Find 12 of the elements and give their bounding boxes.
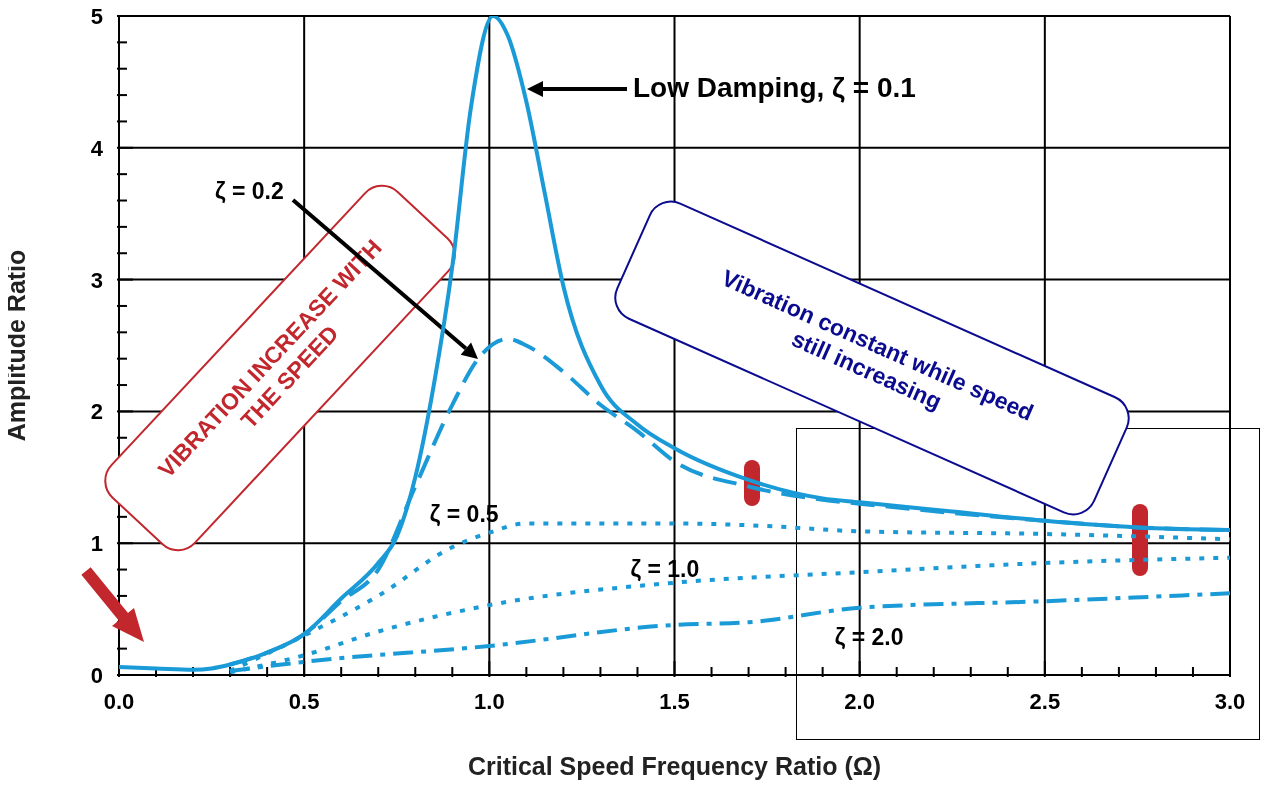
y-tick-label: 4 (90, 135, 104, 161)
x-tick-label: 0.0 (103, 689, 135, 714)
x-tick-label: 2.5 (1029, 689, 1061, 714)
x-tick-label: 3.0 (1214, 689, 1246, 714)
y-tick-label: 5 (90, 4, 103, 29)
x-tick-label: 1.0 (474, 689, 505, 714)
x-axis-title: Critical Speed Frequency Ratio (Ω) (467, 752, 882, 780)
y-tick-label: 0 (90, 663, 103, 688)
x-tick-label: 2.0 (844, 689, 875, 714)
x-tick-label: 0.5 (288, 689, 320, 714)
x-tick-label: 1.5 (659, 689, 690, 714)
annotation: ζ = 0.2 (215, 178, 284, 205)
